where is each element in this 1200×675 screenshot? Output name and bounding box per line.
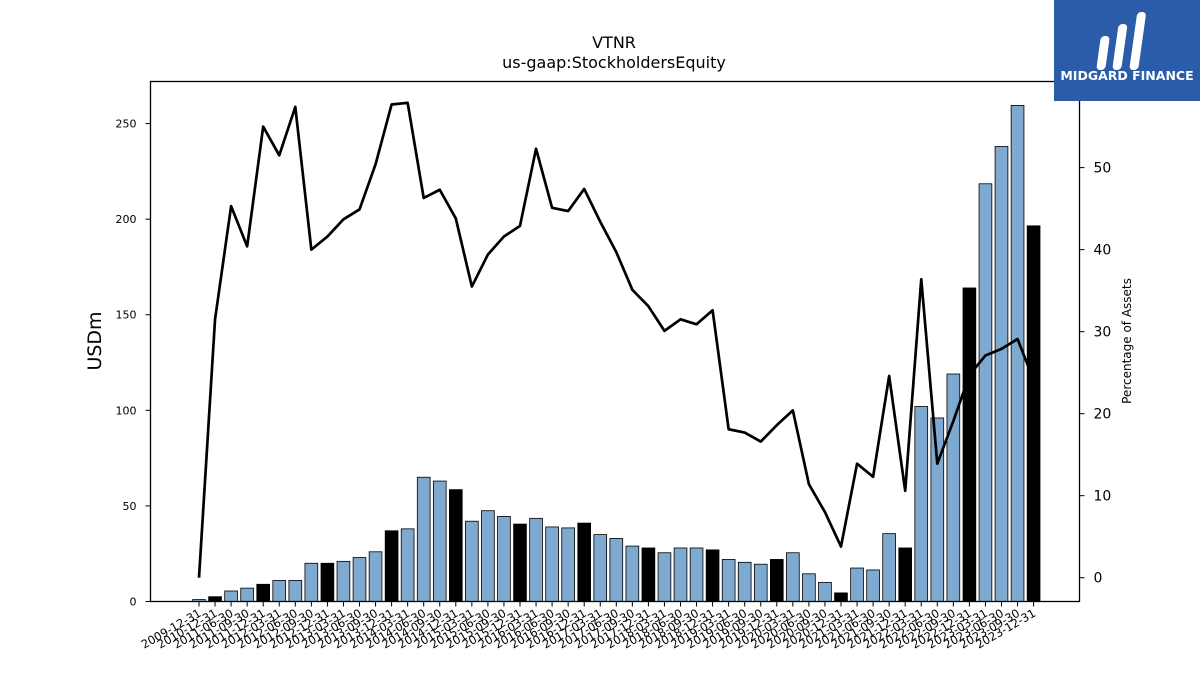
bar-2015-03-31 [465, 520, 479, 602]
left-axis: 0 50 100 150 200 250 [116, 118, 151, 609]
bar-2023-03-31 [978, 183, 993, 602]
bar-2020-09-30 [818, 581, 832, 602]
bar-2016-03-31 [529, 517, 543, 602]
bar-2019-03-31 [721, 559, 736, 602]
bar-2010-12-31 [208, 596, 222, 602]
bar-2014-12-31 [448, 489, 463, 602]
logo-text: MIDGARD FINANCE [1060, 68, 1194, 83]
bar-2021-03-31 [850, 567, 864, 602]
bar-2019-06-30 [737, 561, 752, 602]
bar-2020-12-31 [834, 592, 848, 602]
bar-2014-09-30 [432, 480, 447, 602]
plot-frame [149, 80, 1081, 603]
y-axis-label: USDm [84, 311, 106, 370]
y2-tick-label: 20 [1094, 407, 1112, 423]
bar-2017-06-30 [609, 538, 624, 602]
bar-2016-06-30 [545, 526, 559, 602]
bar-2013-12-31 [384, 530, 399, 602]
bar-2011-06-30 [224, 590, 238, 602]
bar-2017-09-30 [625, 545, 640, 602]
bar-2012-09-30 [304, 562, 319, 602]
bar-2013-06-30 [352, 557, 367, 602]
bar-2018-12-31 [705, 549, 720, 602]
bar-2021-12-31 [898, 547, 912, 602]
percentage-line [197, 101, 1035, 578]
bar-2012-03-31 [272, 580, 287, 602]
chart-title: VTNR [592, 33, 636, 52]
y2-tick-label: 40 [1094, 243, 1112, 259]
y-tick-label: 0 [130, 596, 137, 609]
bar-2012-06-30 [288, 580, 303, 602]
logo: MIDGARD FINANCE [1054, 0, 1200, 101]
y-tick-label: 100 [116, 404, 137, 417]
bar-2023-06-30 [994, 146, 1009, 602]
bar-2018-09-30 [689, 547, 704, 602]
bar-2021-09-30 [882, 533, 896, 602]
bar-2013-09-30 [368, 551, 383, 602]
bar-2014-03-31 [400, 528, 415, 602]
bar-2012-12-31 [320, 562, 335, 602]
bar-2016-09-30 [561, 527, 575, 602]
bar-2011-12-31 [256, 583, 270, 602]
bar-2015-06-30 [481, 510, 495, 602]
bar-2016-12-31 [577, 522, 591, 602]
bar-2018-03-31 [657, 552, 672, 602]
logo-mark-icon [1096, 12, 1146, 70]
bar-2021-06-30 [866, 569, 880, 602]
bar-2017-03-31 [593, 534, 608, 602]
y2-tick-label: 50 [1094, 161, 1112, 177]
y2-tick-label: 10 [1094, 489, 1112, 505]
y2-tick-label: 30 [1094, 325, 1112, 341]
bar-2011-09-30 [240, 587, 254, 602]
bar-2022-12-31 [962, 287, 977, 602]
bar-2019-12-31 [770, 559, 784, 602]
bar-2015-12-31 [513, 523, 527, 602]
y2-axis-label: Percentage of Assets [1120, 278, 1134, 404]
y-tick-label: 150 [116, 309, 137, 322]
chart-subtitle: us-gaap:StockholdersEquity [502, 53, 726, 72]
bar-2022-03-31 [914, 406, 929, 602]
y2-tick-label: 0 [1094, 571, 1103, 587]
bars-group [192, 105, 1041, 602]
bar-2020-06-30 [802, 573, 816, 602]
bar-2014-06-30 [416, 476, 431, 602]
bar-2022-06-30 [930, 417, 945, 602]
bar-2018-06-30 [673, 547, 688, 602]
bar-2020-03-31 [786, 552, 800, 602]
y-tick-label: 250 [116, 118, 137, 131]
y-tick-label: 200 [116, 213, 137, 226]
bar-2023-12-31 [1026, 225, 1041, 602]
bar-2015-09-30 [497, 516, 511, 602]
bar-2013-03-31 [336, 560, 351, 602]
y-tick-label: 50 [123, 500, 137, 513]
right-axis: 0 10 20 30 40 50 [1079, 161, 1112, 587]
x-axis: 2009-12-312010-12-312011-06-302011-09-30… [139, 601, 1038, 652]
line-group [197, 101, 1035, 578]
bar-2019-09-30 [753, 563, 768, 602]
bar-2017-12-31 [641, 547, 656, 602]
